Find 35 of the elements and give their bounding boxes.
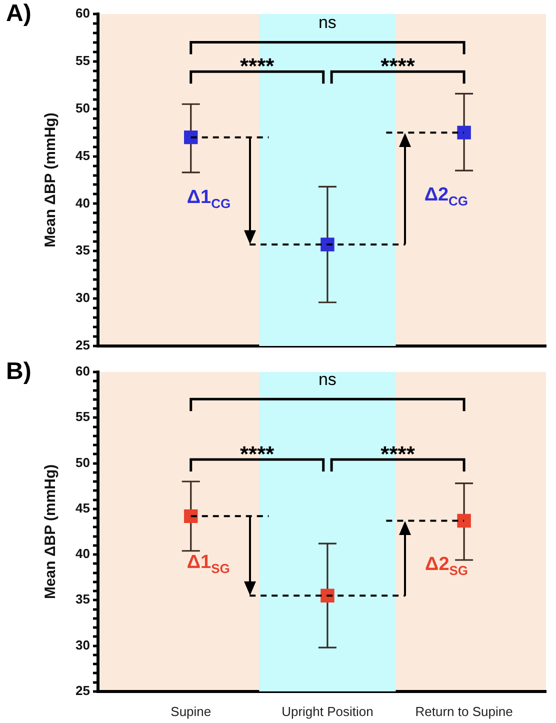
annotation: **** — [240, 442, 275, 467]
chart-title: B) — [6, 358, 32, 386]
y-tick-label: 45 — [76, 148, 90, 163]
y-tick-label: 45 — [76, 500, 90, 516]
point — [320, 238, 334, 252]
annotation: ns — [318, 370, 336, 390]
y-axis-title: Mean ΔBP (mmHg) — [42, 464, 60, 600]
y-tick-label: 25 — [76, 338, 90, 353]
y-axis-title: Mean ΔBP (mmHg) — [42, 112, 60, 248]
y-tick-label: 60 — [76, 364, 90, 379]
point — [320, 588, 334, 602]
y-tick-label: 40 — [76, 195, 90, 210]
y-tick-label: 55 — [76, 53, 90, 68]
y-tick-label: 30 — [76, 290, 90, 306]
point — [184, 130, 198, 144]
chart-title: A) — [6, 0, 32, 28]
y-tick-label: 60 — [76, 6, 90, 21]
x-tick-label: Supine — [170, 704, 212, 719]
y-tick-label: 55 — [76, 409, 90, 424]
x-tick-label: Return to Supine — [415, 704, 513, 719]
annotation: **** — [380, 54, 416, 79]
x-tick-label: Upright Position — [282, 704, 374, 719]
y-tick-label: 35 — [76, 592, 90, 607]
annotation: ns — [318, 13, 336, 32]
y-tick-label: 30 — [76, 637, 90, 652]
y-tick-label: 50 — [76, 454, 90, 470]
y-tick-label: 50 — [76, 100, 90, 116]
point — [457, 126, 471, 140]
point — [457, 514, 471, 528]
y-tick-label: 40 — [76, 546, 90, 562]
point — [184, 509, 198, 524]
annotation: **** — [380, 442, 416, 467]
y-tick-label: 25 — [76, 682, 90, 698]
y-tick-label: 35 — [76, 242, 90, 258]
annotation: **** — [240, 54, 275, 79]
